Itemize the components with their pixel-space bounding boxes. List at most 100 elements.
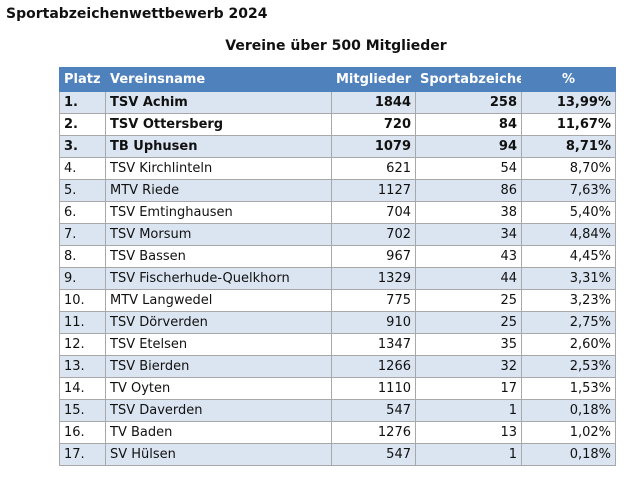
cell-members: 1276 (331, 421, 416, 444)
cell-badges: 86 (415, 179, 522, 202)
cell-rank: 4. (59, 157, 106, 180)
cell-rank: 11. (59, 311, 106, 334)
cell-rank: 1. (59, 91, 106, 114)
cell-badges: 258 (415, 91, 522, 114)
cell-rank: 9. (59, 267, 106, 290)
cell-rank: 16. (59, 421, 106, 444)
cell-percent: 1,02% (521, 421, 616, 444)
table-row: 15. TSV Daverden 547 1 0,18% (59, 399, 616, 422)
cell-rank: 7. (59, 223, 106, 246)
table-row: 2. TSV Ottersberg 720 84 11,67% (59, 113, 616, 136)
table-row: 10. MTV Langwedel 775 25 3,23% (59, 289, 616, 312)
cell-members: 547 (331, 399, 416, 422)
cell-club-name: TSV Bassen (105, 245, 332, 268)
header-members: Mitglieder (331, 67, 416, 92)
table-row: 7. TSV Morsum 702 34 4,84% (59, 223, 616, 246)
cell-club-name: MTV Riede (105, 179, 332, 202)
cell-badges: 35 (415, 333, 522, 356)
cell-badges: 84 (415, 113, 522, 136)
cell-club-name: TSV Morsum (105, 223, 332, 246)
cell-badges: 1 (415, 443, 522, 466)
table-row: 5. MTV Riede 1127 86 7,63% (59, 179, 616, 202)
cell-percent: 8,70% (521, 157, 616, 180)
cell-badges: 25 (415, 311, 522, 334)
cell-club-name: SV Hülsen (105, 443, 332, 466)
cell-club-name: TSV Emtinghausen (105, 201, 332, 224)
cell-members: 702 (331, 223, 416, 246)
cell-badges: 13 (415, 421, 522, 444)
cell-members: 1266 (331, 355, 416, 378)
cell-club-name: TV Baden (105, 421, 332, 444)
cell-members: 704 (331, 201, 416, 224)
table-row: 13. TSV Bierden 1266 32 2,53% (59, 355, 616, 378)
table-row: 17. SV Hülsen 547 1 0,18% (59, 443, 616, 466)
cell-percent: 2,53% (521, 355, 616, 378)
cell-members: 1079 (331, 135, 416, 158)
cell-members: 720 (331, 113, 416, 136)
header-badges: Sportabzeichen (415, 67, 522, 92)
cell-members: 1127 (331, 179, 416, 202)
cell-club-name: TSV Achim (105, 91, 332, 114)
cell-rank: 15. (59, 399, 106, 422)
cell-percent: 13,99% (521, 91, 616, 114)
cell-percent: 0,18% (521, 443, 616, 466)
table-row: 4. TSV Kirchlinteln 621 54 8,70% (59, 157, 616, 180)
cell-rank: 17. (59, 443, 106, 466)
cell-members: 967 (331, 245, 416, 268)
cell-badges: 32 (415, 355, 522, 378)
cell-members: 1110 (331, 377, 416, 400)
cell-rank: 5. (59, 179, 106, 202)
cell-percent: 8,71% (521, 135, 616, 158)
cell-percent: 3,31% (521, 267, 616, 290)
table-row: 8. TSV Bassen 967 43 4,45% (59, 245, 616, 268)
cell-rank: 6. (59, 201, 106, 224)
cell-percent: 11,67% (521, 113, 616, 136)
table-title: Vereine über 500 Mitglieder (225, 38, 447, 54)
cell-members: 1329 (331, 267, 416, 290)
cell-members: 910 (331, 311, 416, 334)
header-club-name: Vereinsname (105, 67, 332, 92)
cell-percent: 3,23% (521, 289, 616, 312)
cell-club-name: TSV Etelsen (105, 333, 332, 356)
cell-club-name: TSV Bierden (105, 355, 332, 378)
cell-rank: 10. (59, 289, 106, 312)
cell-members: 775 (331, 289, 416, 312)
cell-badges: 44 (415, 267, 522, 290)
cell-badges: 54 (415, 157, 522, 180)
cell-members: 1347 (331, 333, 416, 356)
table-row: 1. TSV Achim 1844 258 13,99% (59, 91, 616, 114)
cell-rank: 2. (59, 113, 106, 136)
cell-rank: 8. (59, 245, 106, 268)
cell-badges: 38 (415, 201, 522, 224)
table-row: 16. TV Baden 1276 13 1,02% (59, 421, 616, 444)
cell-badges: 94 (415, 135, 522, 158)
cell-badges: 34 (415, 223, 522, 246)
cell-club-name: TSV Kirchlinteln (105, 157, 332, 180)
table-row: 3. TB Uphusen 1079 94 8,71% (59, 135, 616, 158)
cell-badges: 1 (415, 399, 522, 422)
cell-percent: 4,45% (521, 245, 616, 268)
cell-rank: 14. (59, 377, 106, 400)
cell-percent: 5,40% (521, 201, 616, 224)
page-title: Sportabzeichenwettbewerb 2024 (6, 6, 268, 22)
header-percent: % (521, 67, 616, 92)
cell-percent: 7,63% (521, 179, 616, 202)
cell-percent: 0,18% (521, 399, 616, 422)
cell-percent: 1,53% (521, 377, 616, 400)
header-rank: Platz (59, 67, 106, 92)
table-row: 12. TSV Etelsen 1347 35 2,60% (59, 333, 616, 356)
cell-percent: 2,60% (521, 333, 616, 356)
cell-club-name: TB Uphusen (105, 135, 332, 158)
cell-badges: 25 (415, 289, 522, 312)
cell-club-name: TSV Daverden (105, 399, 332, 422)
cell-badges: 17 (415, 377, 522, 400)
cell-members: 547 (331, 443, 416, 466)
cell-club-name: MTV Langwedel (105, 289, 332, 312)
table-row: 11. TSV Dörverden 910 25 2,75% (59, 311, 616, 334)
table-row: 9. TSV Fischerhude-Quelkhorn 1329 44 3,3… (59, 267, 616, 290)
cell-rank: 3. (59, 135, 106, 158)
cell-badges: 43 (415, 245, 522, 268)
table-row: 6. TSV Emtinghausen 704 38 5,40% (59, 201, 616, 224)
cell-percent: 4,84% (521, 223, 616, 246)
cell-percent: 2,75% (521, 311, 616, 334)
